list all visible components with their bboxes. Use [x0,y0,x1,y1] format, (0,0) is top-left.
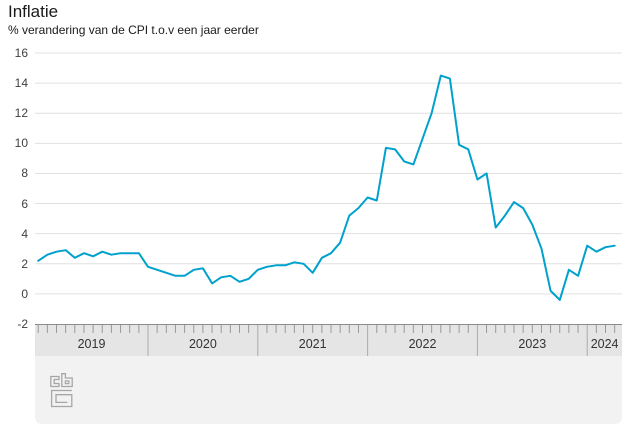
x-axis-year-label: 2023 [518,337,547,351]
x-axis-band [35,324,622,356]
y-axis-tick-label: 4 [21,226,28,241]
y-axis-tick-label: 0 [21,286,28,301]
page-subtitle: % verandering van de CPI t.o.v een jaar … [8,23,259,37]
page-title: Inflatie [8,2,59,21]
x-axis-year-label: 2019 [77,337,106,351]
x-axis-year-label: 2020 [188,337,217,351]
inflation-series-line [37,74,616,301]
chart-footer [35,356,622,424]
y-axis-tick-label: -2 [17,317,28,331]
y-axis-tick-label: 14 [14,76,28,91]
y-axis-tick-label: 6 [21,196,28,211]
x-axis-year-label: 2021 [298,337,327,351]
x-axis-year-label: 2022 [408,337,437,351]
y-axis-tick-label: 16 [14,46,28,60]
y-axis-tick-label: 8 [21,166,28,181]
y-axis-tick-label: 2 [21,256,28,271]
y-axis-tick-label: 10 [14,136,28,151]
x-axis-year-label: 2024 [590,337,619,351]
y-axis-tick-label: 12 [14,106,28,121]
cbs-logo-icon [50,373,73,408]
